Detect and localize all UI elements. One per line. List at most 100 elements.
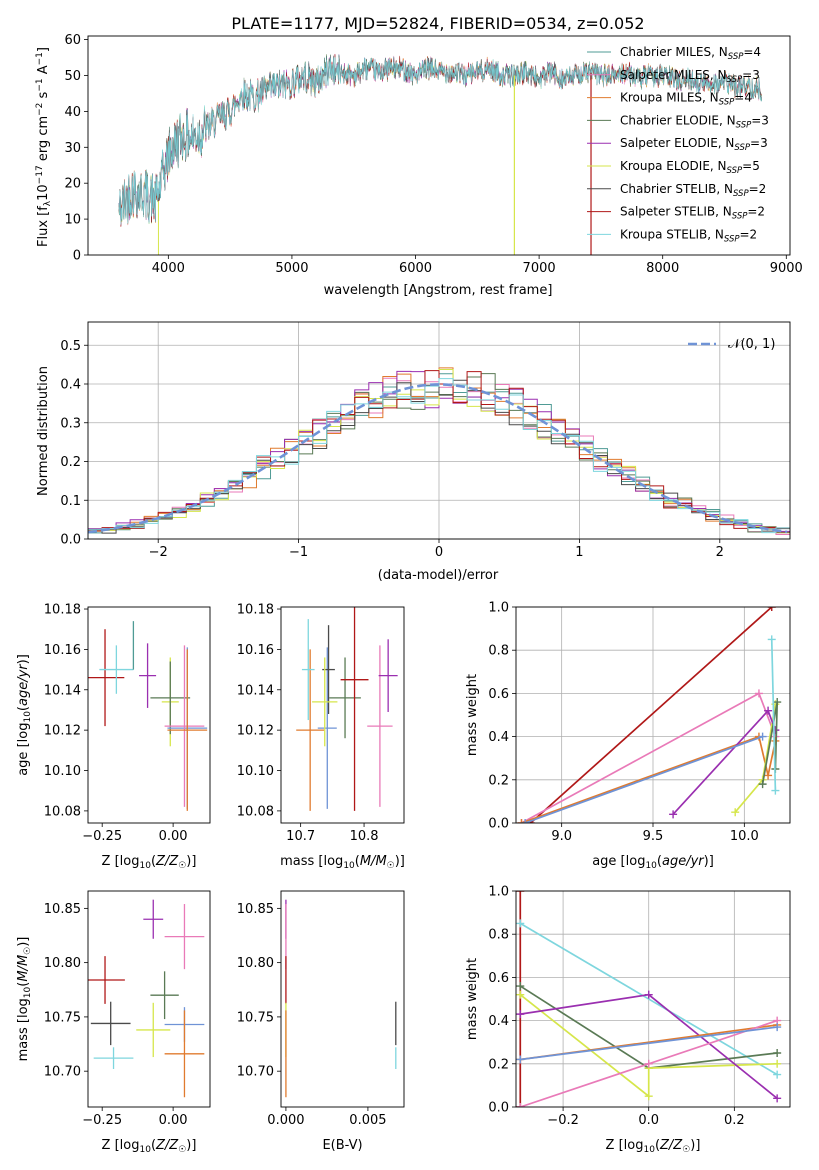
weight-line xyxy=(530,607,773,823)
weight-marker xyxy=(669,810,678,819)
y-tick-label: 0.4 xyxy=(488,1014,509,1029)
y-tick-label: 0.0 xyxy=(488,817,509,832)
y-tick-label: 0.2 xyxy=(488,773,509,788)
x-tick-label: 9000 xyxy=(770,261,803,276)
y-tick-label: 10.75 xyxy=(237,1010,274,1025)
legend-label: Chabrier ELODIE, NSSP=3 xyxy=(620,113,769,130)
x-tick-label: 0 xyxy=(435,545,443,560)
weight-line xyxy=(521,735,777,823)
x-tick-label: −2 xyxy=(149,545,168,560)
x-tick-label: 6000 xyxy=(399,261,432,276)
weight-marker xyxy=(521,819,530,823)
weight-marker xyxy=(644,1092,653,1101)
weight-marker xyxy=(773,1059,782,1068)
weight-line xyxy=(520,1026,778,1061)
spectrum-axes: 4000 5000 6000 7000 8000 9000 0 10 20 30 40 50 60 xyxy=(64,33,802,276)
y-tick-label: 10.12 xyxy=(237,724,274,739)
x-tick-label: 8000 xyxy=(646,261,679,276)
x-tick-label: 0.000 xyxy=(267,1113,304,1128)
y-tick-label: 20 xyxy=(64,177,81,192)
spectrum-ylabel: Flux [fλ10−17 erg cm−2 s−1 A−1] xyxy=(35,47,53,247)
y-tick-label: 60 xyxy=(64,33,81,48)
weight-marker xyxy=(644,1059,653,1068)
figure-title: PLATE=1177, MJD=52824, FIBERID=0534, z=0… xyxy=(231,14,644,33)
age_vs_Z-xlabel: Z [log10(Z/Z☉)] xyxy=(102,854,197,871)
weight-marker xyxy=(516,1010,525,1019)
y-tick-label: 10.80 xyxy=(237,956,274,971)
x-tick-label: −0.25 xyxy=(82,829,122,844)
weight-marker xyxy=(517,819,526,823)
legend-label: Salpeter ELODIE, NSSP=3 xyxy=(620,136,768,153)
spectrum-line xyxy=(118,55,762,225)
y-tick-label: 0.3 xyxy=(60,416,81,431)
y-tick-label: 10.08 xyxy=(237,804,274,819)
legend-label: Chabrier STELIB, NSSP=2 xyxy=(620,182,766,199)
age_vs_Z-frame xyxy=(87,606,211,824)
x-tick-label: −0.2 xyxy=(547,1113,579,1128)
y-tick-label: 10.16 xyxy=(44,643,81,658)
y-tick-label: 10.10 xyxy=(44,764,81,779)
weight_vs_age-plot xyxy=(517,607,782,823)
x-tick-label: 0.0 xyxy=(638,1113,659,1128)
y-tick-label: 0.4 xyxy=(488,730,509,745)
x-tick-label: 10.0 xyxy=(730,829,759,844)
y-tick-label: 10 xyxy=(64,213,81,228)
x-tick-label: 0.2 xyxy=(724,1113,745,1128)
mass_vs_ebv-plot xyxy=(285,899,397,1098)
legend-label: Kroupa STELIB, NSSP=2 xyxy=(620,227,757,244)
weight-marker xyxy=(644,990,653,999)
y-tick-label: 1.0 xyxy=(488,601,509,616)
weight_vs_Z-axes: −0.2 0.0 0.2 0.0 0.2 0.4 0.6 0.8 1.0 xyxy=(488,885,791,1128)
spectrum-legend: Chabrier MILES, NSSP=4 Salpeter MILES, NS… xyxy=(587,45,769,244)
weight_vs_age-axes: 9.0 9.5 10.0 0.0 0.2 0.4 0.6 0.8 1.0 xyxy=(488,601,791,844)
weight-marker xyxy=(758,780,767,789)
mass_vs_ebv-frame xyxy=(280,890,405,1108)
y-tick-label: 10.18 xyxy=(44,603,81,618)
weight-line xyxy=(521,692,777,823)
mass_vs_Z-ylabel: mass [log10(M/M☉)] xyxy=(16,937,33,1062)
y-tick-label: 10.70 xyxy=(44,1065,81,1080)
weight-marker xyxy=(731,808,740,817)
mass_vs_Z-axes: −0.25 0.00 10.70 10.75 10.80 10.85 xyxy=(44,890,211,1128)
weight-line xyxy=(770,639,777,791)
x-tick-label: 1 xyxy=(575,545,583,560)
histogram-step xyxy=(88,378,790,539)
y-tick-label: 10.18 xyxy=(237,603,274,618)
x-tick-label: 4000 xyxy=(152,261,185,276)
weight-marker xyxy=(764,771,773,780)
y-tick-label: 10.85 xyxy=(237,902,274,917)
residuals-plot xyxy=(88,367,790,539)
residuals-axes: −2 −1 0 1 2 0.0 0.1 0.2 0.3 0.4 0.5 xyxy=(60,321,791,560)
y-tick-label: 50 xyxy=(64,69,81,84)
y-tick-label: 0.5 xyxy=(60,339,81,354)
weight_vs_age-frame xyxy=(515,606,791,824)
y-tick-label: 10.80 xyxy=(44,956,81,971)
y-tick-label: 1.0 xyxy=(488,885,509,900)
mass_vs_ebv-axes: 0.000 0.005 10.70 10.75 10.80 10.85 xyxy=(237,890,405,1128)
weight-marker xyxy=(771,786,780,795)
y-tick-label: 0.2 xyxy=(488,1057,509,1072)
mass_vs_Z-plot xyxy=(88,899,205,1098)
spectrum-plot xyxy=(118,53,762,255)
mass_vs_Z-frame xyxy=(87,890,211,1108)
weight-marker xyxy=(516,1055,525,1064)
weight_vs_Z-plot xyxy=(516,891,782,1107)
y-tick-label: 10.10 xyxy=(237,764,274,779)
y-tick-label: 0.1 xyxy=(60,494,81,509)
weight-marker xyxy=(773,1070,782,1079)
y-tick-label: 0.2 xyxy=(60,455,81,470)
x-tick-label: 9.5 xyxy=(643,829,664,844)
y-tick-label: 0.8 xyxy=(488,928,509,943)
weight-marker xyxy=(773,698,782,707)
legend-label: Chabrier MILES, NSSP=4 xyxy=(620,45,761,62)
legend-label: Kroupa ELODIE, NSSP=5 xyxy=(620,159,760,176)
weight-marker xyxy=(773,1023,782,1032)
weight-line xyxy=(524,735,763,823)
spectrum-frame xyxy=(87,35,791,256)
spectrum-xlabel: wavelength [Angstrom, rest frame] xyxy=(324,283,553,298)
y-tick-label: 10.14 xyxy=(237,683,274,698)
legend-label: Salpeter STELIB, NSSP=2 xyxy=(620,205,765,222)
y-tick-label: 0.0 xyxy=(488,1101,509,1116)
weight-marker xyxy=(754,689,763,698)
